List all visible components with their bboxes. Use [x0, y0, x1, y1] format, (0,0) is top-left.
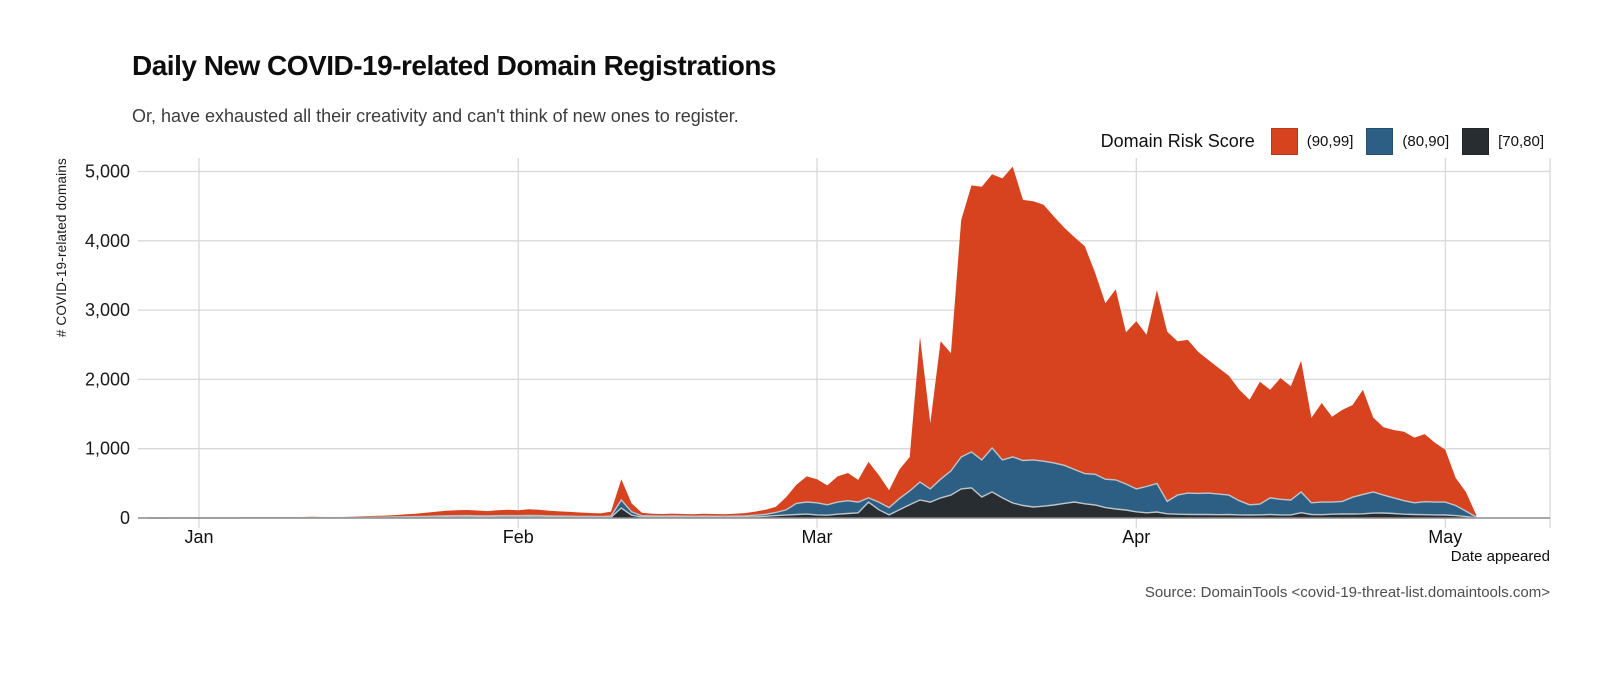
x-axis-label: Date appeared — [1450, 548, 1550, 565]
svg-text:Feb: Feb — [503, 527, 534, 547]
svg-text:2,000: 2,000 — [85, 369, 130, 389]
legend-title: Domain Risk Score — [1100, 131, 1255, 151]
legend-item-80-90: (80,90] — [1366, 128, 1449, 155]
source-note: Source: DomainTools <covid-19-threat-lis… — [1144, 584, 1550, 601]
legend: Domain Risk Score (90,99] (80,90] [70,80… — [1101, 128, 1544, 155]
legend-label-90-99: (90,99] — [1306, 133, 1354, 150]
svg-text:5,000: 5,000 — [85, 162, 130, 182]
page-title: Daily New COVID-19-related Domain Regist… — [132, 50, 777, 81]
legend-item-90-99: (90,99] — [1270, 128, 1354, 155]
legend-swatch-70-80-icon — [1462, 128, 1490, 155]
y-axis-label: # COVID-19-related domains — [54, 158, 69, 338]
legend-swatch-80-90-icon — [1366, 128, 1394, 155]
legend-label-80-90: (80,90] — [1402, 133, 1450, 150]
svg-text:0: 0 — [120, 508, 130, 528]
svg-text:1,000: 1,000 — [85, 439, 130, 459]
svg-text:May: May — [1428, 527, 1462, 547]
legend-swatch-90-99-icon — [1270, 128, 1298, 155]
svg-text:Jan: Jan — [184, 527, 213, 547]
svg-text:Mar: Mar — [802, 527, 833, 547]
svg-text:Apr: Apr — [1122, 527, 1150, 547]
svg-text:3,000: 3,000 — [85, 300, 130, 320]
svg-text:4,000: 4,000 — [85, 231, 130, 251]
page-subtitle: Or, have exhausted all their creativity … — [132, 106, 739, 126]
legend-item-70-80: [70,80] — [1462, 128, 1544, 155]
legend-label-70-80: [70,80] — [1498, 133, 1544, 150]
